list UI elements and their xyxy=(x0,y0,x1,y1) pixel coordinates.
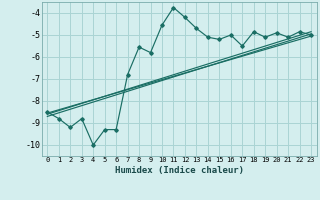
X-axis label: Humidex (Indice chaleur): Humidex (Indice chaleur) xyxy=(115,166,244,175)
